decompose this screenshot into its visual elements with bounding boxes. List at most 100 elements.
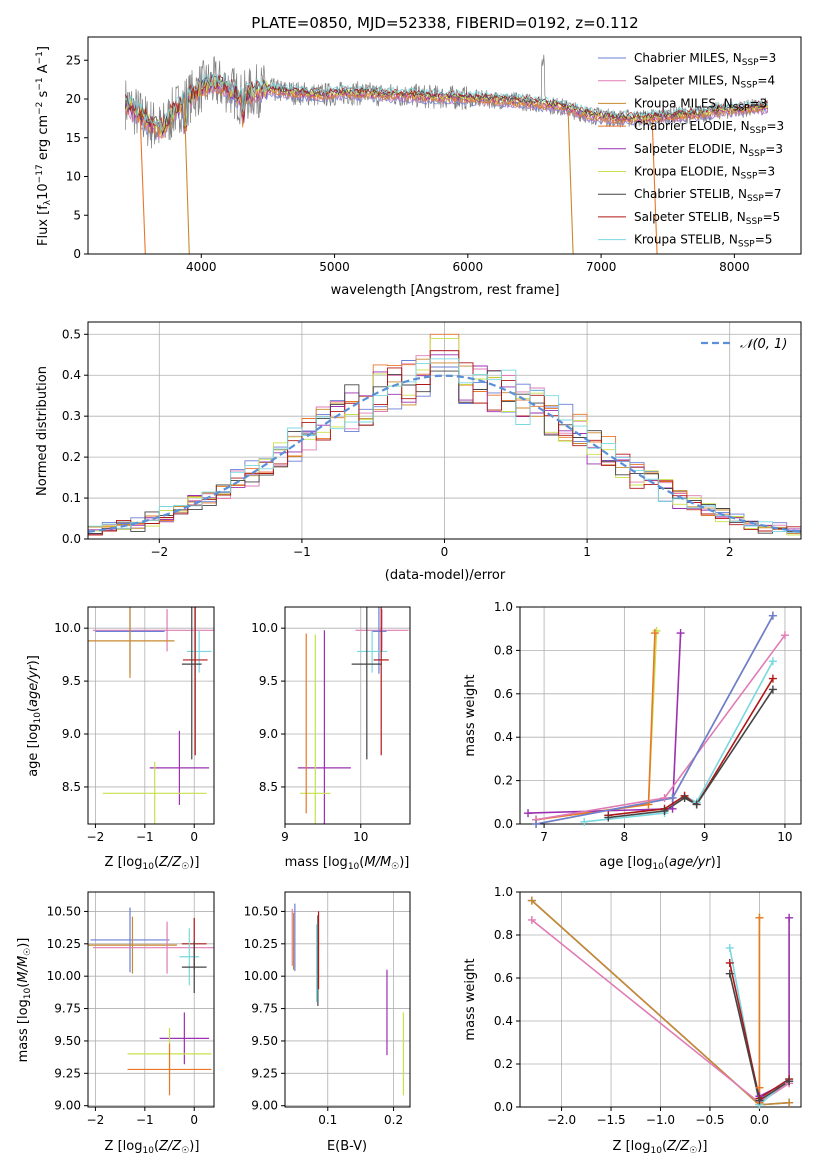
y-axis-label: age [log10(age/yr)] [26, 655, 43, 777]
plot-area [88, 333, 801, 536]
legend-entry-sub: SSP [733, 103, 750, 113]
legend-entry: Kroupa STELIB, NSSP=5 [634, 233, 772, 250]
y-tick-label: 9.75 [251, 1002, 278, 1016]
y-tick-label: 0.1 [62, 491, 81, 505]
weight-line-kroupa-elodie [535, 630, 658, 821]
weight-marker [660, 793, 669, 802]
y-tick-label: 9.0 [259, 727, 278, 741]
y-tick-label: 9.75 [54, 1002, 81, 1016]
model-dropout [651, 116, 660, 254]
x-tick-label: 9 [281, 830, 289, 844]
weight-marker [692, 800, 701, 809]
y-tick-label: 10.00 [244, 969, 278, 983]
x-tick-label: 7 [540, 830, 548, 844]
x-tick-label: 0.1 [318, 1113, 337, 1127]
weight-marker [785, 1077, 794, 1086]
y-tick-label: 0.8 [494, 928, 513, 942]
x-axis-label: Z [log10(Z/Z☉)] [105, 1139, 200, 1156]
legend-entry-sub: SSP [746, 217, 763, 227]
weight-marker [725, 969, 734, 978]
plot-area [297, 607, 409, 824]
axes-frame [519, 606, 802, 825]
y-tick-label: 9.50 [251, 1034, 278, 1048]
y-tick-label: 0.4 [494, 1014, 513, 1028]
legend-entry: 𝒩(0, 1) [740, 337, 787, 352]
x-tick-label: 0 [441, 545, 449, 559]
weight-marker [755, 1096, 764, 1105]
y-tick-label: 0.0 [62, 532, 81, 546]
y-tick-label: 8.5 [259, 780, 278, 794]
weight-marker [725, 943, 734, 952]
x-tick-label: 5000 [319, 260, 350, 274]
y-tick-label: 1.0 [494, 600, 513, 614]
weight-marker [768, 685, 777, 694]
weight-marker [650, 629, 659, 638]
legend-entry: Chabrier ELODIE, NSSP=3 [634, 119, 784, 136]
y-tick-label: 15 [66, 131, 81, 145]
y-tick-label: 9.00 [54, 1099, 81, 1113]
x-tick-label: −1.5 [596, 1113, 625, 1127]
x-axis-label: (data-model)/error [385, 568, 506, 583]
weight-line-salpeter-elodie [759, 917, 790, 1098]
weight-marker [725, 958, 734, 967]
y-tick-label: 10.25 [47, 937, 81, 951]
legend-entry-base: Kroupa STELIB, N [634, 233, 738, 247]
legend-entry-sub: SSP [741, 81, 758, 91]
y-tick-label: 0.0 [494, 1100, 513, 1114]
y-axis-label: Flux [fλ10−17 erg cm−2 s−1 A−1] [35, 46, 53, 246]
y-tick-label: 0.2 [494, 1057, 513, 1071]
model-dropout [139, 119, 148, 254]
residual-histogram-panel: −2 −1 0 1 2 0.0 0.1 0.2 0.3 0.4 0.5 𝒩(0, 1) (data-mo… [35, 321, 802, 583]
legend-entry-sub: SSP [741, 172, 758, 182]
x-tick-label: −2 [150, 545, 168, 559]
y-tick-label: 0.5 [62, 327, 81, 341]
legend-entry: Kroupa ELODIE, NSSP=3 [634, 165, 775, 182]
x-tick-label: −1 [136, 1113, 154, 1127]
y-tick-label: 10.50 [244, 904, 278, 918]
weight-marker [780, 631, 789, 640]
y-tick-label: 9.50 [54, 1034, 81, 1048]
y-tick-label: 1.0 [494, 885, 513, 899]
y-tick-label: 0.6 [494, 971, 513, 985]
legend-entry: Chabrier STELIB, NSSP=7 [634, 187, 782, 204]
model-dropout [567, 110, 576, 254]
x-axis-label: Z [log10(Z/Z☉)] [613, 1139, 708, 1156]
legend-entry: Kroupa MILES, NSSP=3 [634, 96, 767, 113]
legend-entry-tail: =5 [755, 233, 773, 247]
legend-entry-tail: =4 [757, 74, 775, 88]
weight-marker [668, 793, 677, 802]
y-tick-label: 5 [73, 208, 81, 222]
legend-entry-tail: =3 [757, 165, 775, 179]
x-tick-label: 8000 [719, 260, 750, 274]
y-axis-label: mass [log10(M/M☉)] [16, 938, 33, 1063]
weight-marker [524, 809, 533, 818]
model-line-kroupa-miles [124, 81, 768, 137]
x-tick-label: 7000 [586, 260, 617, 274]
model-line-salpeter-stelib [124, 74, 768, 129]
y-tick-label: 0.2 [62, 450, 81, 464]
weight-marker [680, 793, 689, 802]
legend-entry-sub: SSP [750, 126, 767, 136]
legend-entry-base: Salpeter MILES, N [634, 74, 741, 88]
mass-weight-vs-metallicity-panel: −2.0 −1.5 −1.0 −0.5 0.0 0.0 0.2 0.4 0.6 0.8 1.0 mas… [463, 885, 802, 1156]
y-axis-label: mass weight [463, 958, 478, 1040]
x-tick-label: 4000 [186, 260, 217, 274]
axes-frame [87, 606, 215, 825]
legend-entry-tail: =3 [765, 142, 783, 156]
axes-frame [87, 891, 215, 1108]
y-tick-label: 9.0 [62, 727, 81, 741]
legend-entry: Chabrier MILES, NSSP=3 [634, 51, 776, 68]
legend-entry-sub: SSP [748, 149, 765, 159]
x-tick-label: −1 [293, 545, 311, 559]
y-tick-label: 0.2 [494, 774, 513, 788]
histogram-kroupa-stelib [88, 358, 801, 536]
weight-marker [660, 806, 669, 815]
y-tick-label: 25 [66, 53, 81, 67]
weight-marker [527, 896, 536, 905]
legend-entry-sub: SSP [747, 194, 764, 204]
axes-frame [87, 36, 802, 255]
legend-entry: Salpeter ELODIE, NSSP=3 [634, 142, 783, 159]
x-tick-label: 0.0 [750, 1113, 769, 1127]
spectrum-panel: 4000 5000 6000 7000 8000 0 5 10 15 20 25 wavelength… [35, 36, 802, 298]
